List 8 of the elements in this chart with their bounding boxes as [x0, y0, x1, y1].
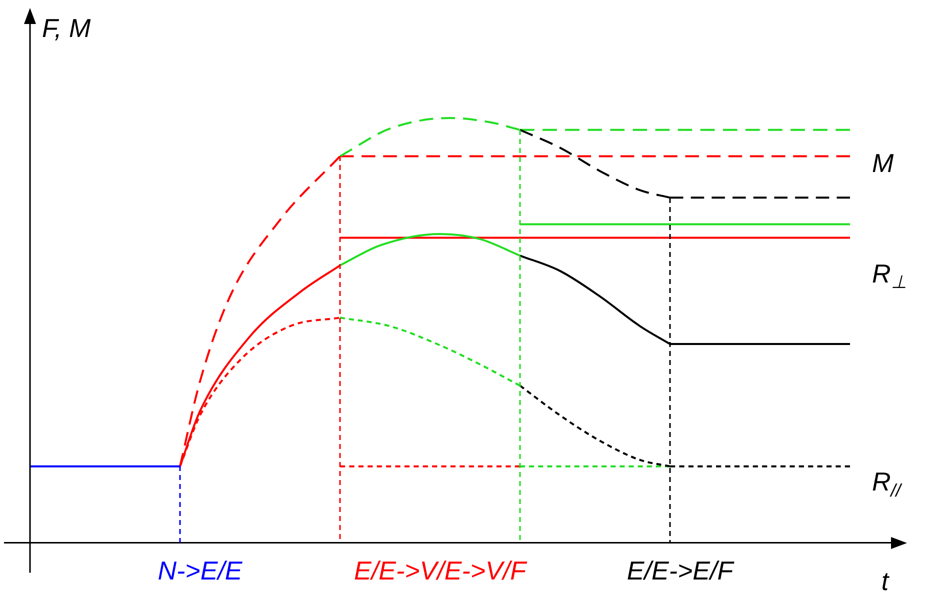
x-tick-label: E/E->V/E->V/F [354, 556, 528, 586]
x-tick-label: N->E/E [158, 556, 243, 586]
x-tick-label: E/E->E/F [626, 556, 736, 586]
x-axis-title: t [881, 566, 890, 596]
text: R⊥ [872, 258, 907, 292]
text: R// [872, 466, 903, 500]
text: M [872, 148, 894, 178]
y-axis-title: F, M [42, 13, 91, 44]
